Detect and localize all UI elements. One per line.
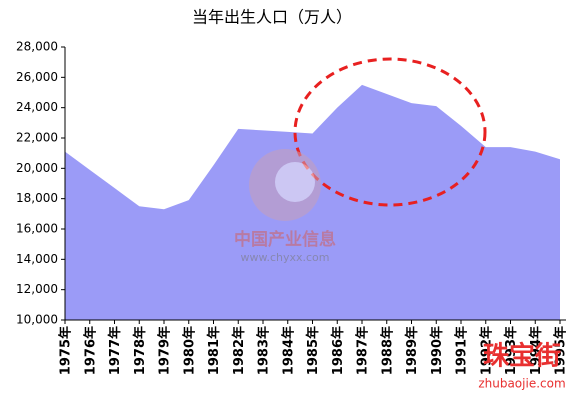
x-tick-label: 1983年 bbox=[256, 326, 272, 375]
y-tick-label: 20,000 bbox=[16, 161, 58, 175]
highlight-ellipse bbox=[293, 57, 487, 207]
watermark-text: 珠宝街 bbox=[483, 341, 561, 372]
watermark-text: 中国产业信息 bbox=[234, 229, 336, 250]
watermark-text: zhubaojie.com bbox=[478, 377, 565, 391]
x-tick-label: 1980年 bbox=[181, 326, 197, 375]
y-tick-label: 24,000 bbox=[16, 100, 58, 114]
y-tick-label: 22,000 bbox=[16, 131, 58, 145]
x-tick-label: 1986年 bbox=[330, 326, 346, 375]
x-tick-label: 1982年 bbox=[231, 326, 247, 375]
y-tick-label: 26,000 bbox=[16, 70, 58, 84]
x-tick-label: 1988年 bbox=[379, 326, 395, 375]
y-tick-label: 12,000 bbox=[16, 282, 58, 296]
x-tick-label: 1976年 bbox=[82, 326, 98, 375]
x-tick-label: 1985年 bbox=[305, 326, 321, 375]
y-tick-label: 10,000 bbox=[16, 313, 58, 327]
x-tick-label: 1981年 bbox=[206, 326, 222, 375]
x-tick-label: 1990年 bbox=[429, 326, 445, 375]
y-tick-label: 16,000 bbox=[16, 222, 58, 236]
watermark-logo bbox=[275, 162, 315, 202]
x-tick-label: 1979年 bbox=[157, 326, 173, 375]
chart-title: 当年出生人口（万人） bbox=[192, 8, 352, 27]
watermark: 中国产业信息 www.chyxx.com bbox=[234, 149, 336, 264]
x-tick-label: 1977年 bbox=[107, 326, 123, 375]
x-tick-label: 1995年 bbox=[553, 326, 569, 375]
y-tick-label: 14,000 bbox=[16, 252, 58, 266]
x-tick-label: 1994年 bbox=[528, 326, 544, 375]
watermark-logo bbox=[249, 149, 321, 221]
x-tick-label: 1987年 bbox=[355, 326, 371, 375]
x-tick-label: 1991年 bbox=[454, 326, 470, 375]
x-tick-label: 1989年 bbox=[404, 326, 420, 375]
x-tick-label: 1992年 bbox=[478, 326, 494, 375]
y-tick-label: 28,000 bbox=[16, 40, 58, 54]
y-tick-label: 18,000 bbox=[16, 191, 58, 205]
x-tick-label: 1975年 bbox=[58, 326, 74, 375]
watermark-text: www.chyxx.com bbox=[240, 251, 329, 264]
x-tick-label: 1993年 bbox=[503, 326, 519, 375]
x-tick-label: 1984年 bbox=[280, 326, 296, 375]
x-tick-label: 1978年 bbox=[132, 326, 148, 375]
